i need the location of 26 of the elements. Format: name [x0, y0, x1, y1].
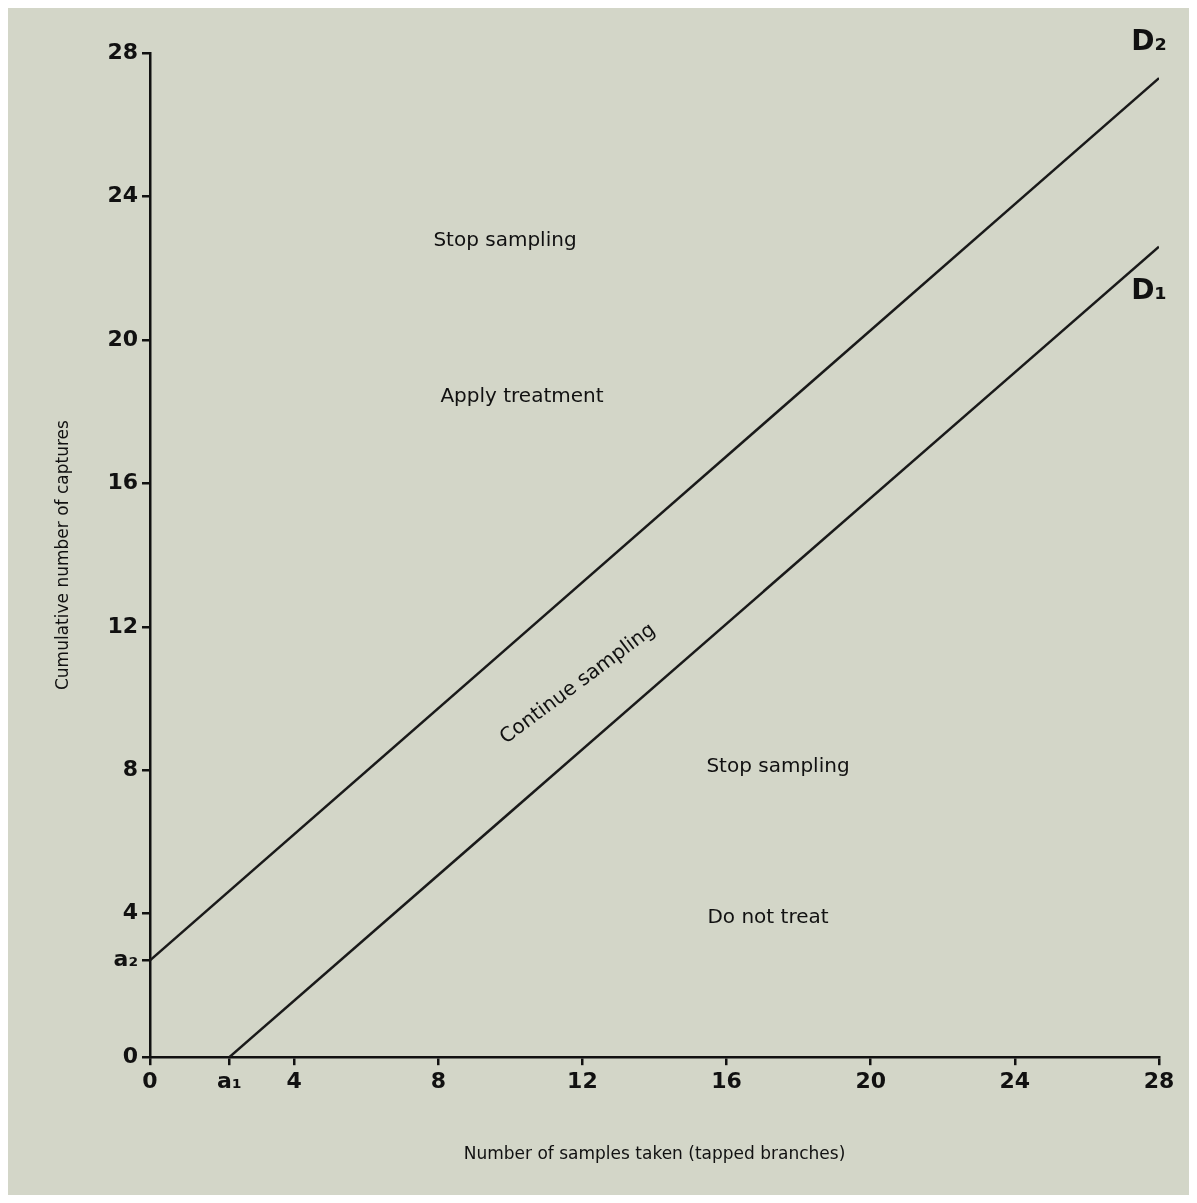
y-tick-label: 28: [107, 38, 139, 64]
y-tick-label: 8: [122, 756, 139, 781]
annotation: Stop sampling: [433, 227, 577, 252]
x-tick-label: 8: [430, 1068, 446, 1094]
y-tick-label: 0: [122, 1042, 139, 1068]
annotation: Stop sampling: [706, 753, 850, 778]
annotation: Do not treat: [707, 904, 829, 929]
y-tick-label: 4: [122, 899, 139, 925]
y-axis-title: Cumulative number of captures: [51, 420, 72, 691]
y-tick-label: 20: [107, 325, 139, 351]
x-tick-label: 16: [711, 1068, 742, 1094]
x-tick-label: 24: [999, 1068, 1031, 1094]
y-tick-label: a₂: [113, 946, 139, 972]
y-tick-label: 24: [107, 182, 139, 208]
annotation: Apply treatment: [440, 383, 604, 408]
series-label: D₂: [1131, 24, 1167, 58]
y-tick-label: 12: [107, 612, 139, 638]
series-label: D₁: [1131, 272, 1167, 306]
x-tick-label: a₁: [217, 1068, 242, 1094]
x-tick-label: 0: [142, 1068, 158, 1094]
x-tick-label: 20: [855, 1068, 887, 1094]
x-axis-title: Number of samples taken (tapped branches): [463, 1143, 846, 1164]
x-tick-label: 4: [286, 1068, 302, 1094]
x-tick-label: 12: [567, 1068, 598, 1094]
y-tick-label: 16: [107, 469, 139, 495]
x-tick-label: 28: [1143, 1068, 1175, 1094]
